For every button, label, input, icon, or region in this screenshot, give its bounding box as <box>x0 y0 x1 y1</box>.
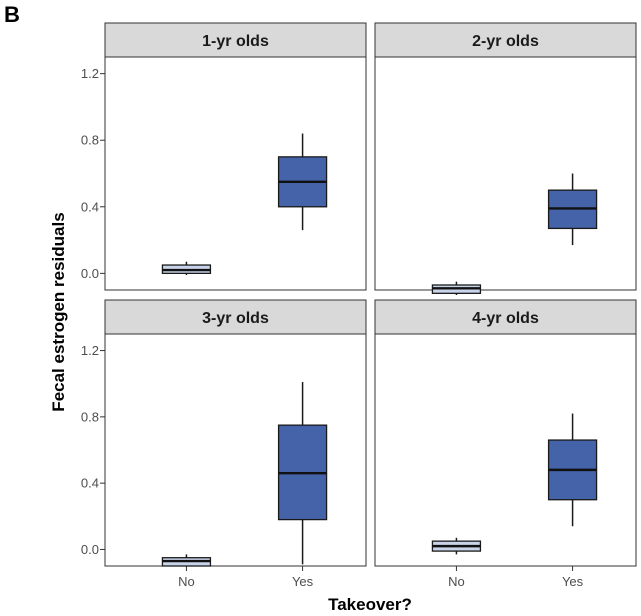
x-axis-title: Takeover? <box>328 595 412 614</box>
facet-title: 2-yr olds <box>472 33 539 50</box>
y-tick-label: 0.4 <box>81 199 99 214</box>
facet-title: 1-yr olds <box>202 33 269 50</box>
y-tick-label: 0.0 <box>81 542 99 557</box>
y-axis-title: Fecal estrogen residuals <box>49 212 68 411</box>
panel-letter: B <box>4 2 20 27</box>
y-tick-label: 0.8 <box>81 133 99 148</box>
facet-panels: 1-yr olds 0.0 0.4 0.8 1.2 2-yr olds 3-yr olds 0… <box>81 22 637 589</box>
facet-panel: 1-yr olds 0.0 0.4 0.8 1.2 <box>81 22 367 291</box>
y-tick-label: 1.2 <box>81 66 99 81</box>
facet-strip <box>374 299 637 335</box>
plot-area <box>374 333 637 567</box>
y-tick-label: 0.4 <box>81 476 99 491</box>
facet-title: 4-yr olds <box>472 310 539 327</box>
facet-panel: 4-yr olds No Yes <box>374 299 637 589</box>
plot-area <box>374 56 637 291</box>
x-tick-label: Yes <box>292 574 314 589</box>
facet-panel: 3-yr olds 0.0 0.4 0.8 1.2 No Yes <box>81 299 367 589</box>
x-tick-label: No <box>448 574 465 589</box>
y-tick-label: 1.2 <box>81 343 99 358</box>
facet-strip <box>104 22 367 58</box>
y-tick-label: 0.0 <box>81 266 99 281</box>
x-tick-label: No <box>178 574 195 589</box>
y-tick-label: 0.8 <box>81 409 99 424</box>
x-tick-label: Yes <box>562 574 584 589</box>
facet-strip <box>104 299 367 335</box>
facet-title: 3-yr olds <box>202 310 269 327</box>
facet-panel: 2-yr olds <box>374 22 637 295</box>
